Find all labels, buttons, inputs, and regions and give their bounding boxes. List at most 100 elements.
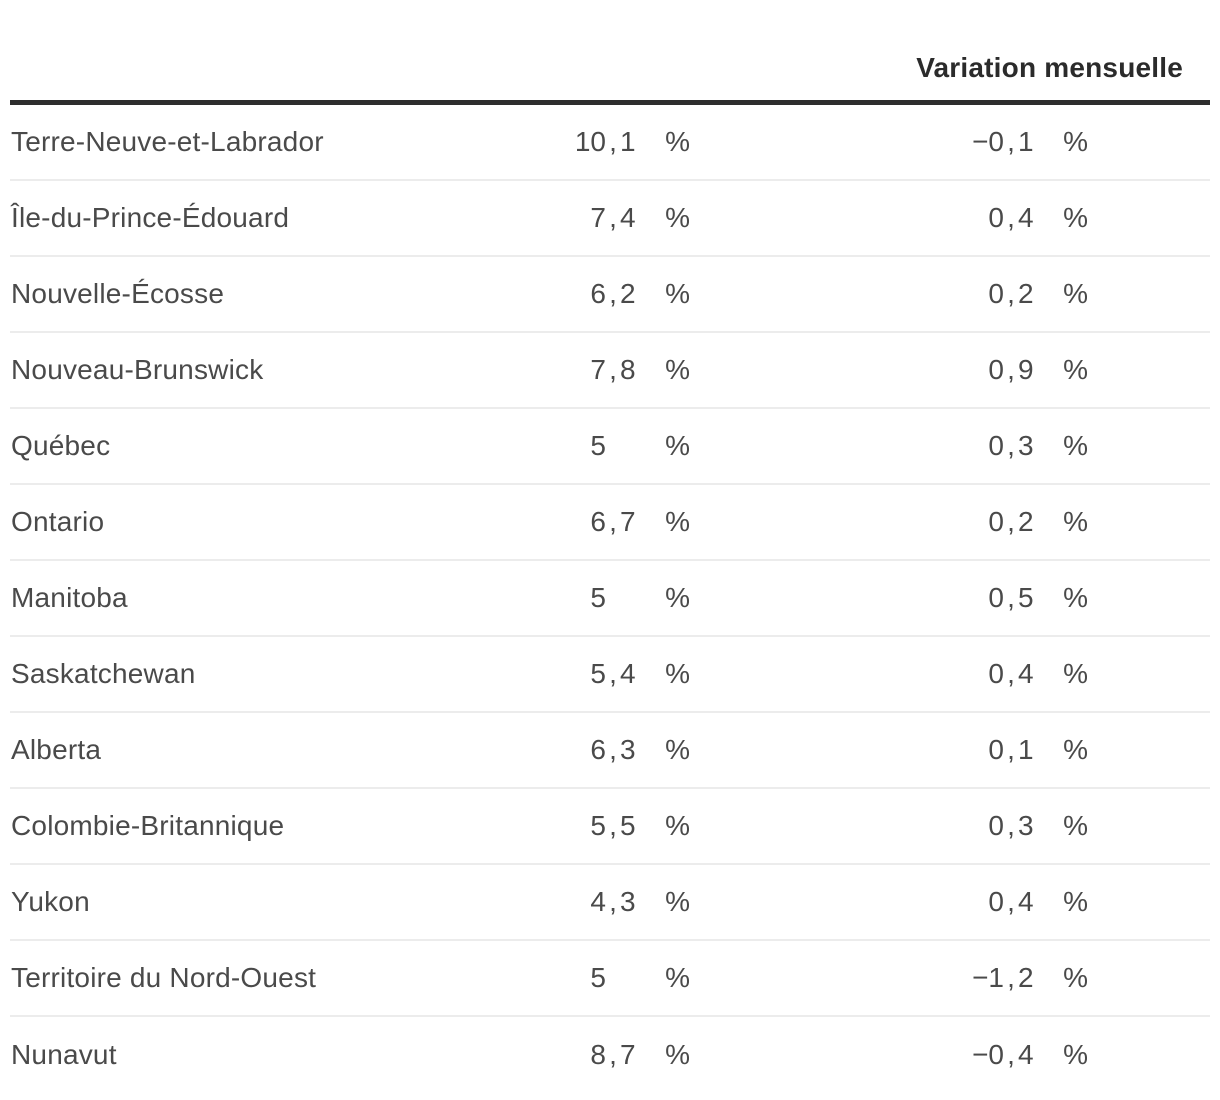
- table-row: Yukon 4 , 3 % 0 , 4 %: [10, 865, 1210, 941]
- rate-integer-part: 7: [590, 202, 606, 233]
- change-integer-part: 0: [988, 354, 1004, 385]
- percent-sign: %: [665, 734, 690, 765]
- rate-value: 6 , 2 %: [510, 278, 690, 310]
- change-value: 0 , 1 %: [908, 734, 1088, 766]
- rate-decimal-part: 4: [620, 202, 636, 233]
- percent-sign: %: [1063, 506, 1088, 537]
- decimal-separator: ,: [1007, 658, 1015, 689]
- region-label: Territoire du Nord-Ouest: [11, 962, 317, 993]
- change-integer-part: −0: [972, 126, 1004, 157]
- table-row: Territoire du Nord-Ouest 5 % −1 , 2 %: [10, 941, 1210, 1017]
- rate-value: 7 , 4 %: [510, 202, 690, 234]
- region-label: Manitoba: [11, 582, 128, 613]
- rate-integer-part: 7: [590, 354, 606, 385]
- rate-value: 10 , 1 %: [510, 126, 690, 158]
- change-integer-part: 0: [988, 658, 1004, 689]
- decimal-separator: ,: [609, 202, 617, 233]
- rate-decimal-part: 3: [620, 734, 636, 765]
- change-integer-part: −0: [972, 1039, 1004, 1070]
- percent-sign: %: [665, 810, 690, 841]
- rate-decimal-part: 4: [620, 658, 636, 689]
- region-label: Île-du-Prince-Édouard: [11, 202, 290, 233]
- change-integer-part: 0: [988, 506, 1004, 537]
- decimal-separator: ,: [609, 354, 617, 385]
- percent-sign: %: [665, 126, 690, 157]
- region-label: Ontario: [11, 506, 105, 537]
- table-row: Nouvelle-Écosse 6 , 2 % 0 , 2 %: [10, 257, 1210, 333]
- percent-sign: %: [665, 202, 690, 233]
- change-value: 0 , 4 %: [908, 658, 1088, 690]
- rate-value: 6 , 3 %: [510, 734, 690, 766]
- change-value: 0 , 2 %: [908, 506, 1088, 538]
- column-header-variation-mensuelle: Variation mensuelle: [916, 52, 1183, 83]
- region-label: Alberta: [11, 734, 102, 765]
- decimal-separator: ,: [1007, 126, 1015, 157]
- table-row: Île-du-Prince-Édouard 7 , 4 % 0 , 4 %: [10, 181, 1210, 257]
- table-row: Alberta 6 , 3 % 0 , 1 %: [10, 713, 1210, 789]
- rate-integer-part: 6: [590, 278, 606, 309]
- rate-integer-part: 5: [590, 658, 606, 689]
- rate-decimal-part: 7: [620, 1039, 636, 1070]
- rate-value: 8 , 7 %: [510, 1039, 690, 1071]
- region-label: Nouvelle-Écosse: [11, 278, 225, 309]
- decimal-separator: ,: [609, 506, 617, 537]
- change-value: 0 , 3 %: [908, 810, 1088, 842]
- unemployment-table: Variation mensuelle Terre-Neuve-et-Labra…: [10, 0, 1210, 1093]
- change-decimal-part: 5: [1018, 582, 1034, 613]
- table-header-row: Variation mensuelle: [10, 0, 1210, 105]
- decimal-separator: ,: [1007, 430, 1015, 461]
- decimal-separator: ,: [1007, 810, 1015, 841]
- change-decimal-part: 9: [1018, 354, 1034, 385]
- change-integer-part: 0: [988, 582, 1004, 613]
- decimal-separator: ,: [609, 658, 617, 689]
- decimal-separator: ,: [1007, 1039, 1015, 1070]
- rate-decimal-part: 2: [620, 278, 636, 309]
- percent-sign: %: [1063, 354, 1088, 385]
- decimal-separator: ,: [609, 734, 617, 765]
- change-decimal-part: 2: [1018, 962, 1034, 993]
- rate-value: 4 , 3 %: [510, 886, 690, 918]
- change-decimal-part: 2: [1018, 278, 1034, 309]
- decimal-separator: ,: [609, 278, 617, 309]
- change-integer-part: 0: [988, 278, 1004, 309]
- rate-decimal-part: 1: [620, 126, 636, 157]
- rate-value: 5 %: [510, 430, 690, 462]
- rate-integer-part: 5: [590, 810, 606, 841]
- percent-sign: %: [665, 1039, 690, 1070]
- rate-value: 6 , 7 %: [510, 506, 690, 538]
- change-integer-part: 0: [988, 202, 1004, 233]
- percent-sign: %: [1063, 202, 1088, 233]
- rate-decimal-part: 5: [620, 810, 636, 841]
- percent-sign: %: [1063, 582, 1088, 613]
- percent-sign: %: [1063, 430, 1088, 461]
- decimal-separator: ,: [609, 810, 617, 841]
- table-row: Colombie-Britannique 5 , 5 % 0 , 3 %: [10, 789, 1210, 865]
- change-decimal-part: 3: [1018, 430, 1034, 461]
- change-decimal-part: 1: [1018, 734, 1034, 765]
- table-row: Saskatchewan 5 , 4 % 0 , 4 %: [10, 637, 1210, 713]
- rate-decimal-part: 8: [620, 354, 636, 385]
- table-row: Nunavut 8 , 7 % −0 , 4 %: [10, 1017, 1210, 1093]
- percent-sign: %: [665, 506, 690, 537]
- region-label: Nunavut: [11, 1039, 117, 1070]
- rate-integer-part: 5: [590, 582, 606, 613]
- rate-value: 5 %: [510, 582, 690, 614]
- decimal-separator: ,: [1007, 886, 1015, 917]
- percent-sign: %: [1063, 810, 1088, 841]
- change-value: 0 , 2 %: [908, 278, 1088, 310]
- percent-sign: %: [1063, 278, 1088, 309]
- change-decimal-part: 4: [1018, 1039, 1034, 1070]
- change-decimal-part: 1: [1018, 126, 1034, 157]
- percent-sign: %: [1063, 886, 1088, 917]
- region-label: Colombie-Britannique: [11, 810, 285, 841]
- percent-sign: %: [665, 886, 690, 917]
- change-decimal-part: 3: [1018, 810, 1034, 841]
- percent-sign: %: [665, 962, 690, 993]
- table-body: Terre-Neuve-et-Labrador 10 , 1 % −0 , 1 …: [10, 105, 1210, 1093]
- percent-sign: %: [1063, 126, 1088, 157]
- percent-sign: %: [665, 582, 690, 613]
- percent-sign: %: [665, 658, 690, 689]
- rate-integer-part: 5: [590, 962, 606, 993]
- change-value: −1 , 2 %: [908, 962, 1088, 994]
- percent-sign: %: [665, 278, 690, 309]
